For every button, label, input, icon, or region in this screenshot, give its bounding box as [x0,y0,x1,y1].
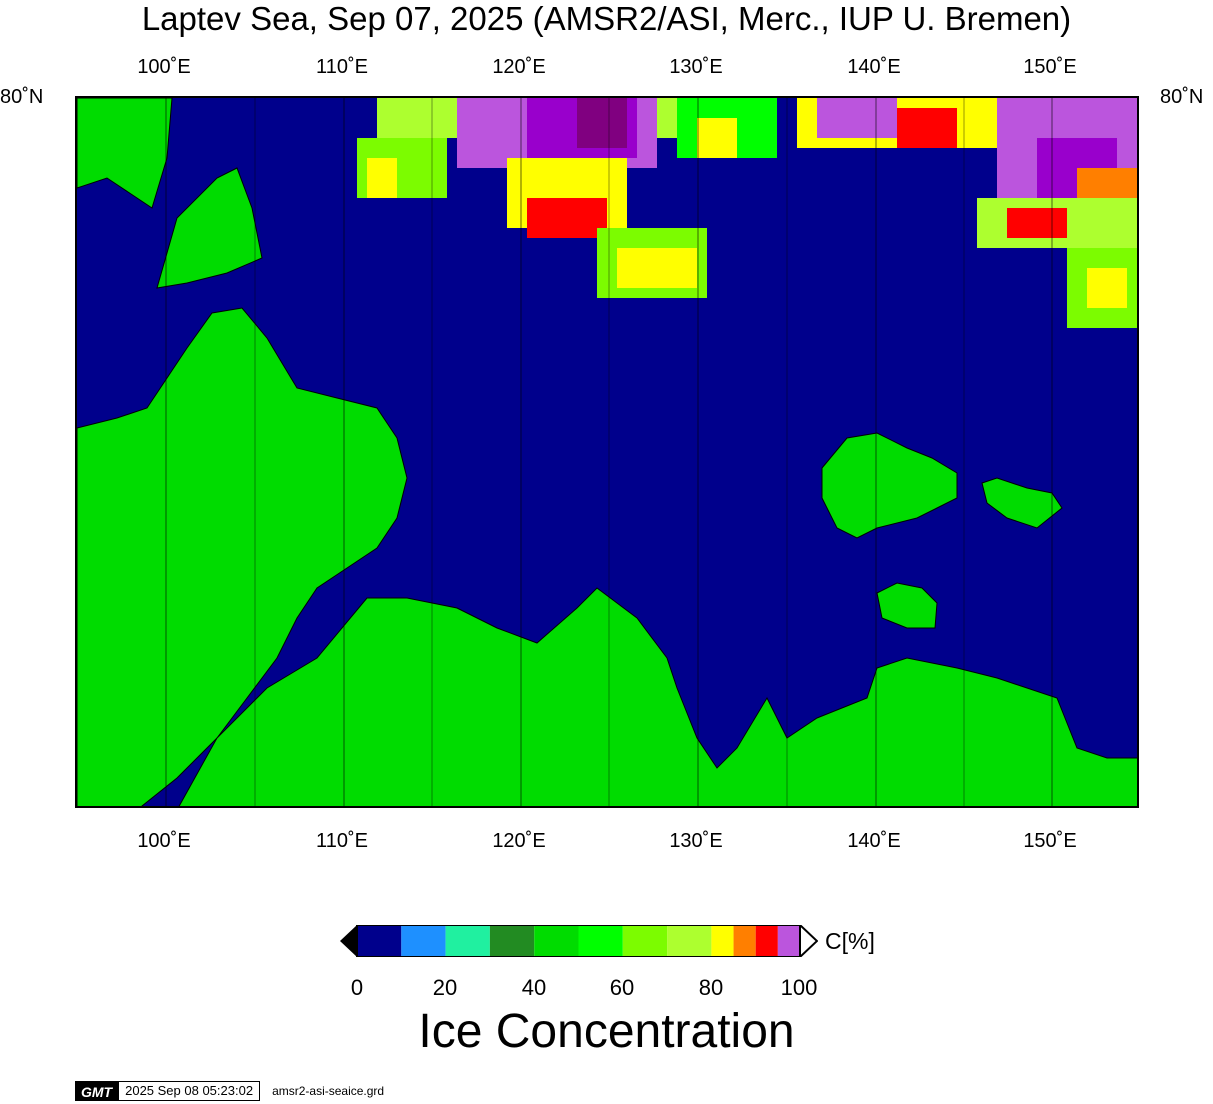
gmt-timestamp: 2025 Sep 08 05:23:02 [118,1081,261,1101]
lon-label-bottom: 110˚E [316,830,368,852]
color-bar-cell [534,925,579,957]
color-bar-tick: 80 [698,975,724,1000]
color-bar-cell [578,925,623,957]
gmt-footer: GMT 2025 Sep 08 05:23:02 amsr2-asi-seaic… [75,1080,384,1102]
color-bar-cell [711,925,734,957]
color-bar-tick: 20 [432,975,458,1000]
land-new-siberian-1 [821,432,958,539]
gmt-filename: amsr2-asi-seaice.grd [272,1084,385,1098]
color-bar-tick: 0 [350,975,364,1000]
ice-concentration-map [75,96,1139,808]
color-bar-cell [357,925,402,957]
lon-label-bottom: 140˚E [847,830,901,852]
color-bar-cell [622,925,668,957]
color-bar-cell [401,925,446,957]
color-bar-cell [489,925,535,957]
lon-label-bottom: 100˚E [137,830,191,852]
color-bar-tick: 40 [521,975,547,1000]
lat-label-right: 80˚N [1160,86,1204,108]
color-bar-under-arrow [340,925,357,957]
color-bar-cells [357,925,800,957]
lon-label-bottom: 150˚E [1023,830,1077,852]
lon-label-top: 130˚E [669,56,723,78]
map-title: Laptev Sea, Sep 07, 2025 (AMSR2/ASI, Mer… [141,0,1072,37]
land-taymyr [77,307,408,806]
sea-ice-field [357,98,1137,328]
color-bar-cell [667,925,712,957]
color-bar-cell [755,925,778,957]
colorbar-title: Ice Concentration [418,1005,795,1058]
lon-label-bottom: 120˚E [492,830,546,852]
color-bar [340,925,818,957]
land-nw [77,98,173,209]
graticule [165,98,1053,806]
lon-label-top: 120˚E [492,56,546,78]
lon-label-top: 110˚E [316,56,368,78]
color-bar-tick: 60 [609,975,635,1000]
map-canvas [77,98,1137,806]
land-masses [77,98,1137,806]
color-bar-unit-label: C[%] [825,928,875,954]
lon-label-top: 140˚E [847,56,901,78]
color-bar-cell [445,925,490,957]
land-new-siberian-3 [876,582,938,629]
lon-label-top: 150˚E [1023,56,1077,78]
color-bar-cell [777,925,800,957]
color-bar-cell [733,925,756,957]
color-bar-over-arrow [799,925,818,957]
lon-label-bottom: 130˚E [669,830,723,852]
land-island-1 [156,167,263,289]
lat-label-left: 80˚N [0,86,44,108]
color-bar-tick: 100 [780,975,818,1000]
land-new-siberian-2 [981,477,1063,529]
lon-label-top: 100˚E [137,56,191,78]
gmt-logo: GMT [75,1081,119,1101]
